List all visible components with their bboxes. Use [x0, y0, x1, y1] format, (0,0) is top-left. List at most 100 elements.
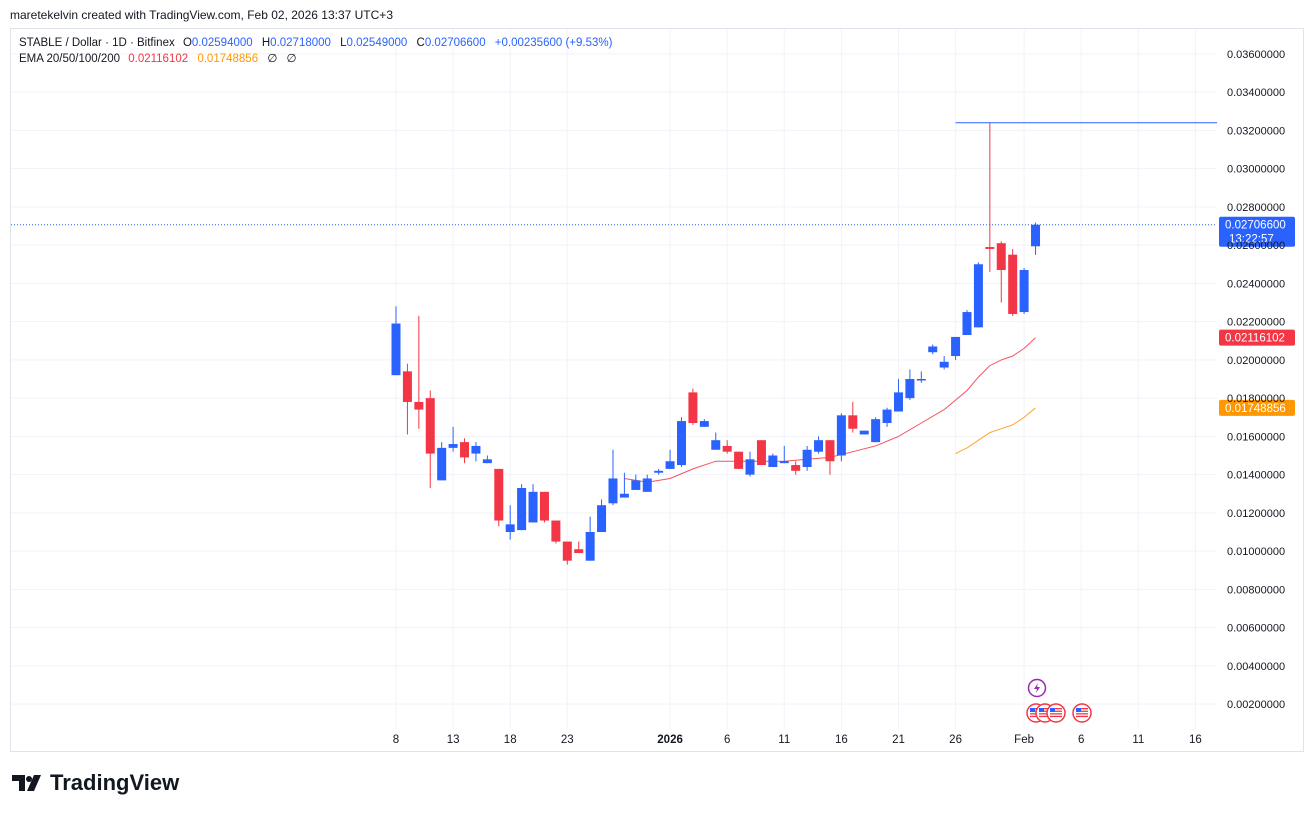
flag-ring: [1072, 703, 1092, 723]
candle-body: [962, 312, 972, 336]
y-tick-label: 0.02400000: [1227, 278, 1285, 290]
x-tick-label: 13: [447, 734, 460, 746]
candle-layer: [391, 122, 1041, 565]
grid: [11, 29, 1217, 729]
candle-body: [722, 445, 732, 452]
overlay-layer: 0.02706600 13:22:57 0.02116102 0.01748856: [11, 122, 1295, 723]
candle-body: [574, 549, 584, 554]
candle-body: [882, 409, 892, 423]
candle-body: [916, 379, 926, 381]
legend-line-1: STABLE / Dollar · 1D · Bitfinex O0.02594…: [19, 37, 613, 49]
tradingview-brand[interactable]: TradingView: [12, 770, 179, 796]
flag-stripe: [1076, 710, 1088, 712]
flag-stripe: [1050, 708, 1062, 710]
candle-body: [893, 392, 903, 412]
price-chart[interactable]: 0.02706600 13:22:57 0.02116102 0.01748856 0…: [11, 29, 1303, 751]
low-label: L: [340, 37, 347, 49]
flag-stripe: [1039, 710, 1051, 712]
y-tick-label: 0.02000000: [1227, 355, 1285, 367]
candle-body: [562, 541, 572, 561]
ema50-line: [955, 407, 1036, 455]
candle-body: [711, 440, 721, 450]
open-label: O: [183, 37, 192, 49]
candle-body: [688, 392, 698, 423]
y-tick-label: 0.00600000: [1227, 623, 1285, 635]
flag-stripe: [1039, 715, 1051, 718]
candle-body: [539, 491, 549, 521]
candle-body: [814, 440, 824, 452]
x-tick-label: 11: [1132, 734, 1144, 746]
flag-ring: [1046, 703, 1066, 723]
y-tick-label: 0.01400000: [1227, 470, 1285, 482]
legend-line-2: EMA 20/50/100/200 0.02116102 0.01748856 …: [19, 53, 297, 65]
candle-body: [482, 459, 492, 464]
last-price-label: 0.02706600 13:22:57: [1219, 216, 1295, 247]
x-tick-label: 23: [561, 734, 574, 746]
candle-body: [779, 461, 789, 464]
candle-body: [402, 371, 412, 402]
candle-body: [1031, 224, 1041, 247]
ema50-axis-label-value: 0.01748856: [1225, 403, 1286, 415]
chart-frame[interactable]: 0.02706600 13:22:57 0.02116102 0.01748856 0…: [10, 28, 1304, 752]
ema200-value: ∅: [287, 53, 297, 65]
x-tick-label: 26: [949, 734, 962, 746]
close-label: C: [417, 37, 425, 49]
candle-body: [471, 445, 481, 454]
y-tick-label: 0.03000000: [1227, 164, 1285, 176]
flag-stripe: [1039, 713, 1051, 715]
candle-body: [517, 488, 527, 531]
y-tick-label: 0.01000000: [1227, 546, 1285, 558]
x-axis: 8 13 18 23 2026 6 11 16 21 26 Feb 6 11 16: [393, 734, 1202, 746]
ema20-value: 0.02116102: [128, 53, 188, 65]
x-tick-label: 16: [835, 734, 848, 746]
us-flag-event-icon: [1072, 703, 1092, 723]
ema-layer: [624, 337, 1036, 483]
attribution-text: maretekelvin created with TradingView.co…: [10, 8, 393, 22]
candle-body: [848, 415, 858, 429]
flag-canton: [1050, 708, 1055, 712]
candle-body: [551, 520, 561, 542]
candle-body: [448, 444, 458, 448]
candle-body: [756, 440, 766, 466]
close-value: 0.02706600: [425, 37, 486, 49]
candle-body: [494, 468, 504, 521]
candle-body: [939, 361, 949, 368]
candle-body: [905, 379, 915, 399]
x-tick-label: 21: [892, 734, 905, 746]
lightning-glyph: [1034, 683, 1040, 693]
candle-body: [825, 440, 835, 462]
candle-body: [654, 470, 664, 473]
candle-body: [608, 478, 618, 504]
x-tick-label: Feb: [1014, 734, 1034, 746]
candle-body: [425, 398, 435, 454]
candle-body: [951, 336, 961, 357]
ema50-axis-label: 0.01748856: [1219, 399, 1295, 416]
y-tick-label: 0.00800000: [1227, 584, 1285, 596]
change-value: +0.00235600 (+9.53%): [495, 37, 613, 49]
low-value: 0.02549000: [347, 37, 408, 49]
ema20-axis-label-value: 0.02116102: [1225, 333, 1285, 345]
y-tick-label: 0.03600000: [1227, 49, 1285, 61]
x-tick-label: 6: [1078, 734, 1084, 746]
candle-body: [1008, 254, 1018, 314]
flag-stripe: [1050, 715, 1062, 718]
ema50-value: 0.01748856: [197, 53, 258, 65]
ema20-axis-label-box: [1219, 329, 1295, 346]
candle-body: [699, 421, 709, 427]
candle-body: [791, 465, 801, 471]
x-tick-label: 6: [724, 734, 730, 746]
ema-label: EMA 20/50/100/200: [19, 53, 120, 65]
candle-body: [745, 459, 755, 475]
y-tick-label: 0.01600000: [1227, 431, 1285, 443]
y-tick-label: 0.00400000: [1227, 661, 1285, 673]
brand-name: TradingView: [50, 770, 180, 795]
y-axis: 0.03600000 0.03400000 0.03200000 0.03000000…: [1227, 49, 1285, 711]
candle-body: [871, 419, 881, 443]
candle-body: [802, 449, 812, 467]
flag-canton: [1039, 708, 1044, 712]
flag-stripe: [1076, 713, 1088, 715]
x-tick-label: 16: [1189, 734, 1202, 746]
flag-canton: [1030, 708, 1035, 712]
y-tick-label: 0.03400000: [1227, 87, 1285, 99]
candle-body: [985, 247, 995, 249]
